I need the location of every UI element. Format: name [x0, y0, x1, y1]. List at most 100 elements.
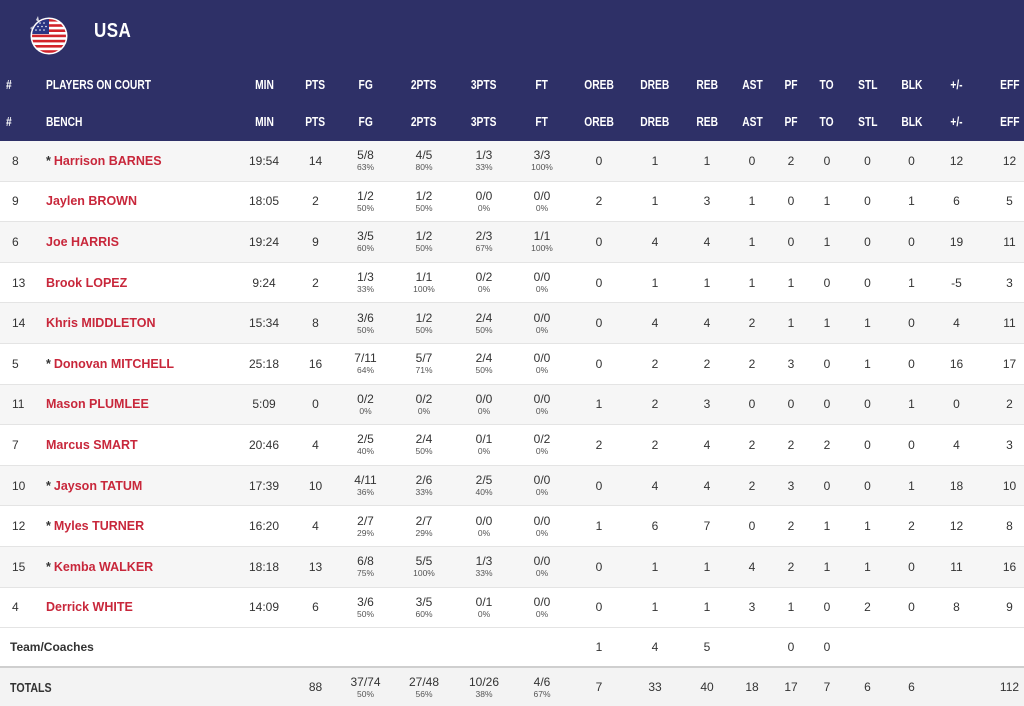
- minutes-cell: 14:09: [235, 587, 293, 629]
- col-header-plus-minus[interactable]: +/-: [933, 66, 980, 103]
- player-name-link[interactable]: Jaylen BROWN: [46, 194, 137, 209]
- points-cell: 88: [293, 667, 338, 706]
- col-header-number[interactable]: #: [0, 103, 40, 141]
- col-header-2pts[interactable]: 2PTS: [393, 103, 455, 141]
- col-header-pf[interactable]: PF: [773, 103, 809, 141]
- player-name-link[interactable]: Kemba WALKER: [53, 559, 154, 574]
- fg-cell-percentage: 64%: [356, 365, 374, 376]
- player-name-cell[interactable]: Joe HARRIS: [40, 221, 235, 263]
- ft-cell-made-attempted: 0/0: [533, 351, 551, 366]
- plus-minus-cell: 6: [933, 181, 980, 223]
- minutes-cell: 19:24: [235, 221, 293, 263]
- jersey-number: 8: [0, 141, 40, 182]
- points-cell: 9: [293, 221, 338, 263]
- player-name-link[interactable]: Marcus SMART: [46, 437, 138, 452]
- col-header-ft[interactable]: FT: [513, 103, 571, 141]
- col-header-fg[interactable]: FG: [338, 66, 393, 103]
- col-header-label: STL: [857, 77, 878, 92]
- col-header-label: 3PTS: [471, 115, 497, 129]
- col-header-pf[interactable]: PF: [773, 66, 809, 103]
- player-name-cell[interactable]: Derrick WHITE: [40, 587, 235, 629]
- col-header-stl[interactable]: STL: [845, 103, 890, 141]
- col-header-3pts[interactable]: 3PTS: [455, 66, 513, 103]
- fg-cell-made-attempted: 3/5: [357, 229, 374, 244]
- col-header-eff[interactable]: EFF: [980, 66, 1024, 103]
- player-name-link[interactable]: Derrick WHITE: [46, 600, 133, 615]
- starter-marker: *: [46, 478, 51, 493]
- col-header-reb[interactable]: REB: [683, 103, 731, 141]
- col-header-min[interactable]: MIN: [235, 103, 293, 141]
- player-name-cell[interactable]: * Jayson TATUM: [40, 465, 235, 507]
- oreb-cell: 1: [571, 384, 627, 426]
- player-name-link[interactable]: Joe HARRIS: [46, 234, 119, 249]
- blk-cell: 0: [890, 302, 933, 344]
- col-header-ast[interactable]: AST: [731, 103, 773, 141]
- player-name-link[interactable]: Jayson TATUM: [53, 478, 143, 493]
- col-header-3pts[interactable]: 3PTS: [455, 103, 513, 141]
- eff-cell: 3: [980, 262, 1024, 304]
- player-name-cell[interactable]: * Harrison BARNES: [40, 141, 235, 182]
- fg-cell-made-attempted: 5/8: [357, 148, 374, 163]
- eff-cell: 5: [980, 181, 1024, 223]
- col-header-pts[interactable]: PTS: [293, 66, 338, 103]
- col-header-dreb[interactable]: DREB: [627, 66, 683, 103]
- col-header-player[interactable]: BENCH: [40, 103, 235, 141]
- player-name-link[interactable]: Mason PLUMLEE: [46, 397, 149, 412]
- col-header-number[interactable]: #: [0, 66, 40, 103]
- player-name-cell[interactable]: Khris MIDDLETON: [40, 302, 235, 344]
- player-name-link[interactable]: Brook LOPEZ: [46, 275, 128, 290]
- col-header-blk[interactable]: BLK: [890, 103, 933, 141]
- col-header-blk[interactable]: BLK: [890, 66, 933, 103]
- ast-cell: 1: [731, 181, 773, 223]
- player-name-cell[interactable]: * Kemba WALKER: [40, 546, 235, 588]
- col-header-min[interactable]: MIN: [235, 66, 293, 103]
- player-name-cell[interactable]: Brook LOPEZ: [40, 262, 235, 304]
- col-header-ft[interactable]: FT: [513, 66, 571, 103]
- player-name-link[interactable]: Donovan MITCHELL: [53, 356, 175, 371]
- minutes-cell: 19:54: [235, 141, 293, 182]
- player-name-cell[interactable]: Marcus SMART: [40, 424, 235, 466]
- pf-cell: 1: [773, 587, 809, 629]
- table-row: 12 * Myles TURNER 16:20 4 2/7 29% 2/7 29% 0/0 0% 0/…: [0, 505, 1024, 547]
- 3pts-cell: 2/4 50%: [455, 343, 513, 385]
- empty-cell: [933, 667, 980, 706]
- col-header-reb[interactable]: REB: [683, 66, 731, 103]
- player-name-link[interactable]: Harrison BARNES: [53, 153, 162, 168]
- ft-cell-made-attempted: 0/0: [533, 554, 551, 569]
- 2pts-cell: 5/5 100%: [393, 546, 455, 588]
- blk-cell: 0: [890, 141, 933, 182]
- 3pts-cell-percentage: 0%: [477, 608, 491, 619]
- player-name-cell[interactable]: * Myles TURNER: [40, 505, 235, 547]
- col-header-to[interactable]: TO: [809, 66, 845, 103]
- reb-cell: 1: [683, 262, 731, 304]
- fg-cell-percentage: 50%: [356, 202, 374, 213]
- ast-cell: 1: [731, 262, 773, 304]
- pf-cell: 2: [773, 505, 809, 547]
- player-name-cell[interactable]: Mason PLUMLEE: [40, 384, 235, 426]
- col-header-2pts[interactable]: 2PTS: [393, 66, 455, 103]
- col-header-ast[interactable]: AST: [731, 66, 773, 103]
- col-header-label: TO: [819, 77, 835, 92]
- dreb-cell: 2: [627, 424, 683, 466]
- player-name-cell[interactable]: * Donovan MITCHELL: [40, 343, 235, 385]
- ft-cell: 0/0 0%: [513, 465, 571, 507]
- col-header-to[interactable]: TO: [809, 103, 845, 141]
- oreb-cell: 0: [571, 546, 627, 588]
- col-header-pts[interactable]: PTS: [293, 103, 338, 141]
- col-header-oreb[interactable]: OREB: [571, 66, 627, 103]
- col-header-oreb[interactable]: OREB: [571, 103, 627, 141]
- fg-cell-percentage: 50%: [356, 688, 374, 699]
- col-header-dreb[interactable]: DREB: [627, 103, 683, 141]
- header-row-bench: # BENCH MIN PTS FG 2PTS 3PTS FT OREB DREB REB AST PF…: [0, 103, 1024, 141]
- player-name-link[interactable]: Khris MIDDLETON: [46, 316, 156, 331]
- player-name-cell[interactable]: Jaylen BROWN: [40, 181, 235, 223]
- jersey-number: 9: [0, 181, 40, 223]
- col-header-player[interactable]: PLAYERS ON COURT: [40, 66, 235, 103]
- col-header-plus-minus[interactable]: +/-: [933, 103, 980, 141]
- col-header-stl[interactable]: STL: [845, 66, 890, 103]
- player-name-link[interactable]: Myles TURNER: [53, 519, 145, 534]
- fg-cell: 3/5 60%: [338, 221, 393, 263]
- col-header-eff[interactable]: EFF: [980, 103, 1024, 141]
- col-header-fg[interactable]: FG: [338, 103, 393, 141]
- fg-cell-percentage: 33%: [356, 284, 374, 295]
